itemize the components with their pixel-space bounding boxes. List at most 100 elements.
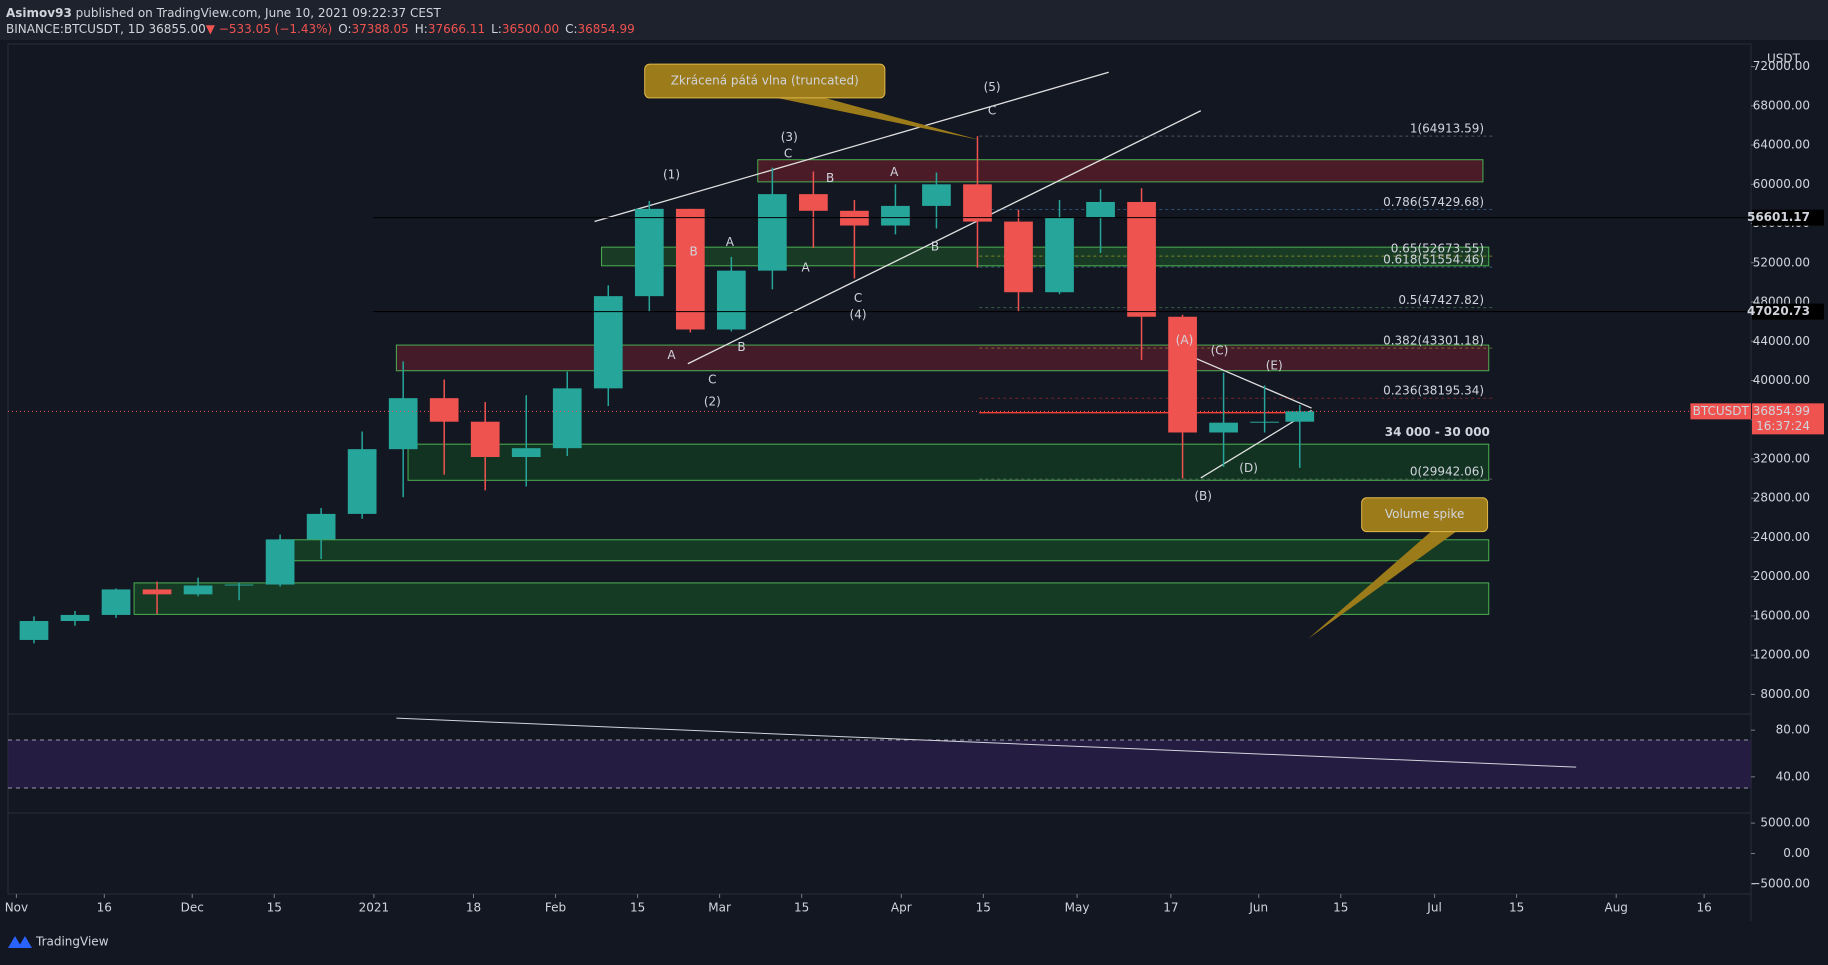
wave-label: B <box>690 244 698 258</box>
zone <box>757 159 1484 183</box>
y-tick-label: 20000.00 <box>1753 569 1810 583</box>
fib-label: 0.65(52673.55) <box>1391 242 1484 256</box>
callout-box <box>1361 497 1489 533</box>
candle-body <box>306 513 336 540</box>
candle-body <box>634 208 664 297</box>
brand-logo <box>8 936 32 948</box>
zone <box>278 539 1490 562</box>
last: 36855.00 <box>148 22 205 36</box>
wave-label: A <box>801 261 810 275</box>
header-publisher: Asimov93 published on TradingView.com, J… <box>6 6 442 20</box>
wave-label: B <box>931 240 939 254</box>
callout-pointer <box>776 97 980 140</box>
candle-body <box>881 205 910 226</box>
range-label: 34 000 - 30 000 <box>1385 425 1490 439</box>
x-tick-label: Aug <box>1604 901 1627 915</box>
ohlc-value: 36854.99 <box>578 22 635 36</box>
x-tick-label: 2021 <box>359 901 390 915</box>
rsi-band <box>8 740 1751 788</box>
candle-body <box>429 398 459 422</box>
x-tick-label: 15 <box>976 901 991 915</box>
macd-tick-label: −5000.00 <box>1750 876 1810 890</box>
trend-line <box>1180 351 1312 409</box>
x-tick-label: May <box>1065 901 1090 915</box>
x-tick-label: Jun <box>1248 901 1268 915</box>
callout-pointer <box>1308 531 1457 639</box>
plot: 8000.00 12000.00 16000.00 20000.00 24000.00 2… <box>5 52 1824 915</box>
candle-body <box>1086 201 1115 218</box>
fib-label: 0.382(43301.18) <box>1383 334 1484 348</box>
y-tick-label: 60000.00 <box>1753 177 1810 191</box>
trend-line <box>594 71 1109 223</box>
y-tick-label: 44000.00 <box>1753 334 1810 348</box>
x-tick-label: 15 <box>1333 901 1348 915</box>
wave-label: (2) <box>704 395 721 409</box>
wave-label: (5) <box>984 80 1001 94</box>
candle-body <box>1209 422 1238 433</box>
x-tick-label: Apr <box>891 901 912 915</box>
y-tick-label: 68000.00 <box>1753 98 1810 112</box>
callout-box <box>644 63 886 99</box>
symbol: BINANCE:BTCUSDT, 1D <box>6 22 145 36</box>
candle-body <box>922 184 951 206</box>
rsi-tick-label: 80.00 <box>1776 723 1810 737</box>
zone <box>133 582 1490 615</box>
fib-label: 0.5(47427.82) <box>1398 293 1484 307</box>
wave-label: B <box>737 340 745 354</box>
candle-body <box>1285 411 1315 422</box>
candle-body <box>347 449 377 514</box>
x-tick-label: 15 <box>267 901 282 915</box>
candle-body <box>101 589 131 615</box>
y-tick-label: 24000.00 <box>1753 530 1810 544</box>
wave-label: (3) <box>781 130 798 144</box>
y-tick-label: 28000.00 <box>1753 491 1810 505</box>
candle-body <box>511 448 541 458</box>
callout-text: Volume spike <box>1385 507 1465 521</box>
candle-body <box>675 208 705 330</box>
wave-label: (4) <box>850 307 867 321</box>
x-tick-label: 18 <box>466 901 481 915</box>
candle-body <box>963 184 992 222</box>
last-price-name-tag <box>1690 403 1752 420</box>
y-tick-label: 12000.00 <box>1753 648 1810 662</box>
price-tag <box>1752 303 1824 320</box>
x-tick-label: 15 <box>630 901 645 915</box>
price-tag <box>1752 209 1824 226</box>
user: Asimov93 <box>6 6 72 20</box>
header-quote: BINANCE:BTCUSDT, 1D 36855.00▼ −533.05 (−… <box>6 22 635 36</box>
x-tick-label: Feb <box>545 901 566 915</box>
ohlc-value: 37388.05 <box>351 22 408 36</box>
candle-body <box>388 398 418 450</box>
wave-label: (D) <box>1239 461 1258 475</box>
price-tag-label: 47020.73 <box>1747 304 1810 318</box>
candle-body <box>552 388 582 449</box>
y-tick-label: 72000.00 <box>1753 59 1810 73</box>
wave-label: C <box>854 291 862 305</box>
ohlc-key: O: <box>338 22 351 36</box>
candle-body <box>183 585 213 595</box>
wave-label: (1) <box>663 167 680 181</box>
fib-label: 0.618(51554.46) <box>1383 253 1484 267</box>
macd-tick-label: 0.00 <box>1783 846 1810 860</box>
candle-body <box>265 539 295 585</box>
fib-label: 0(29942.06) <box>1410 465 1484 479</box>
price-tag-label: 56601.17 <box>1747 210 1810 224</box>
candle-body <box>1168 316 1197 433</box>
wave-label: (B) <box>1194 489 1212 503</box>
rsi-trend <box>396 717 1577 768</box>
brand: TradingView <box>35 935 109 949</box>
x-tick-label: 15 <box>794 901 809 915</box>
candle-body <box>1127 201 1156 317</box>
last-price-name: BTCUSDT <box>1693 404 1750 418</box>
fib-label: 0.236(38195.34) <box>1383 384 1484 398</box>
candle-body <box>224 584 254 586</box>
ohlc-key: C: <box>565 22 577 36</box>
x-tick-label: 17 <box>1163 901 1178 915</box>
candle-body <box>470 421 500 458</box>
wave-label: C <box>708 373 716 387</box>
wave-label: A <box>726 235 735 249</box>
header-bar <box>0 0 1828 40</box>
x-tick-label: Mar <box>708 901 731 915</box>
y-tick-label: 8000.00 <box>1760 687 1810 701</box>
